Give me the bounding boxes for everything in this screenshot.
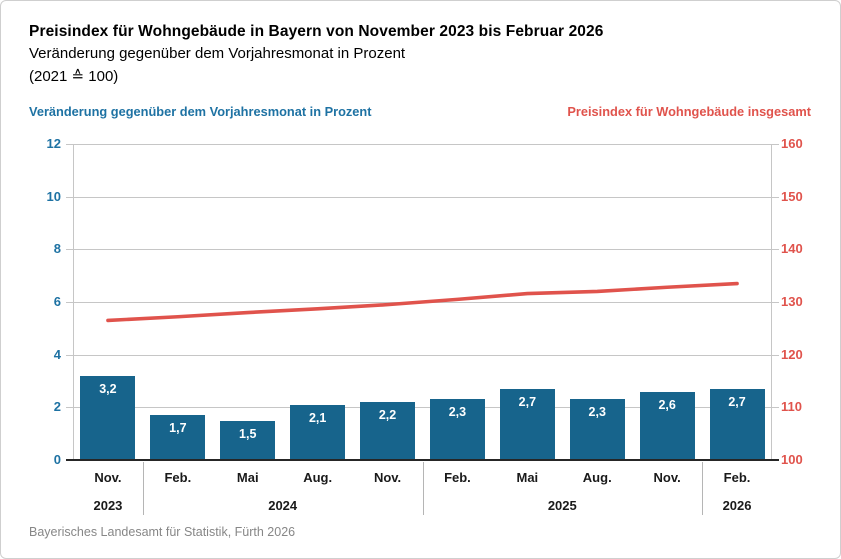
bar-value-label: 2,7 xyxy=(518,394,537,409)
left-tick-mark xyxy=(66,144,73,145)
x-tick-month-label: Aug. xyxy=(582,470,612,485)
x-tick-month-label: Mai xyxy=(236,470,259,485)
chart-subtitle: Veränderung gegenüber dem Vorjahresmonat… xyxy=(29,45,406,62)
bar-feb-2024 xyxy=(150,415,206,460)
x-tick-month-label: Aug. xyxy=(303,470,333,485)
source-note: Bayerisches Landesamt für Statistik, Für… xyxy=(29,525,296,539)
year-group-separator xyxy=(142,462,144,515)
right-tick-mark xyxy=(772,144,779,145)
right-tick-mark xyxy=(772,407,779,409)
x-tick-month-label: Mai xyxy=(516,470,539,485)
left-axis-title: Veränderung gegenüber dem Vorjahresmonat… xyxy=(29,104,372,119)
x-axis-line xyxy=(66,459,779,461)
left-tick-mark xyxy=(66,196,73,198)
chart-title: Preisindex für Wohngebäude in Bayern von… xyxy=(29,23,604,40)
left-axis-tick-label: 10 xyxy=(46,188,61,204)
bar-feb-2025 xyxy=(429,399,485,460)
right-axis-tick-label: 130 xyxy=(781,294,803,309)
x-tick-month-label: Feb. xyxy=(444,470,471,485)
x-tick-month-label: Nov. xyxy=(373,470,402,485)
x-tick-month-label: Nov. xyxy=(653,470,681,485)
plot-right-border xyxy=(771,144,772,460)
right-tick-mark xyxy=(772,302,779,303)
bar-value-label: 2,7 xyxy=(728,394,746,409)
gridline xyxy=(73,407,772,409)
x-tick-month-label: Feb. xyxy=(723,470,751,485)
gridline xyxy=(73,144,772,145)
x-axis-year-label: 2025 xyxy=(547,498,577,513)
year-group-separator xyxy=(422,462,424,515)
bar-value-label: 3,2 xyxy=(99,381,117,396)
right-axis-tick-label: 160 xyxy=(781,136,803,151)
bar-feb-2026 xyxy=(709,388,765,460)
bar-mai-2025 xyxy=(499,388,555,460)
x-axis-year-label: 2024 xyxy=(268,498,298,513)
bar-value-label: 1,7 xyxy=(169,421,187,436)
bar-nov-2023 xyxy=(80,375,136,460)
right-tick-mark xyxy=(772,354,779,356)
bar-nov-2025 xyxy=(639,391,695,460)
gridline xyxy=(73,249,772,251)
left-axis-tick-label: 4 xyxy=(53,346,61,362)
left-tick-mark xyxy=(66,354,73,356)
left-axis-tick-label: 12 xyxy=(46,136,61,151)
left-axis-tick-label: 6 xyxy=(53,294,61,309)
bar-nov-2024 xyxy=(360,402,416,460)
left-axis-tick-label: 2 xyxy=(53,399,61,415)
plot-left-border xyxy=(73,144,74,460)
gridline xyxy=(73,196,772,198)
right-axis-tick-label: 110 xyxy=(781,399,802,415)
left-tick-mark xyxy=(66,407,73,409)
bar-value-label: 2,6 xyxy=(658,397,676,412)
bar-value-label: 2,3 xyxy=(588,405,606,420)
chart-base-note: (2021 ≙ 100) xyxy=(29,68,119,85)
left-tick-mark xyxy=(66,302,73,303)
gridline xyxy=(73,354,772,356)
x-axis-year-label: 2023 xyxy=(93,498,123,513)
right-axis-title: Preisindex für Wohngebäude insgesamt xyxy=(567,104,811,119)
right-axis-tick-label: 100 xyxy=(781,452,803,467)
right-axis-tick-label: 150 xyxy=(781,188,803,204)
year-group-separator xyxy=(702,462,704,515)
bar-mai-2024 xyxy=(220,420,276,460)
right-axis-tick-label: 140 xyxy=(781,241,803,257)
left-axis-tick-label: 8 xyxy=(53,241,61,257)
bar-aug-2024 xyxy=(290,404,346,460)
left-tick-mark xyxy=(66,249,73,251)
x-tick-month-label: Nov. xyxy=(94,470,122,485)
bar-aug-2025 xyxy=(569,399,625,460)
left-axis-tick-label: 0 xyxy=(53,452,61,467)
right-axis-tick-label: 120 xyxy=(781,346,803,362)
x-tick-month-label: Feb. xyxy=(164,470,192,485)
bar-value-label: 2,3 xyxy=(448,405,467,420)
gridline xyxy=(73,302,772,303)
bar-value-label: 2,2 xyxy=(378,408,397,423)
right-tick-mark xyxy=(772,249,779,251)
bar-value-label: 1,5 xyxy=(239,426,257,441)
right-tick-mark xyxy=(772,196,779,198)
bar-value-label: 2,1 xyxy=(308,410,327,425)
x-axis-year-label: 2026 xyxy=(722,498,752,513)
